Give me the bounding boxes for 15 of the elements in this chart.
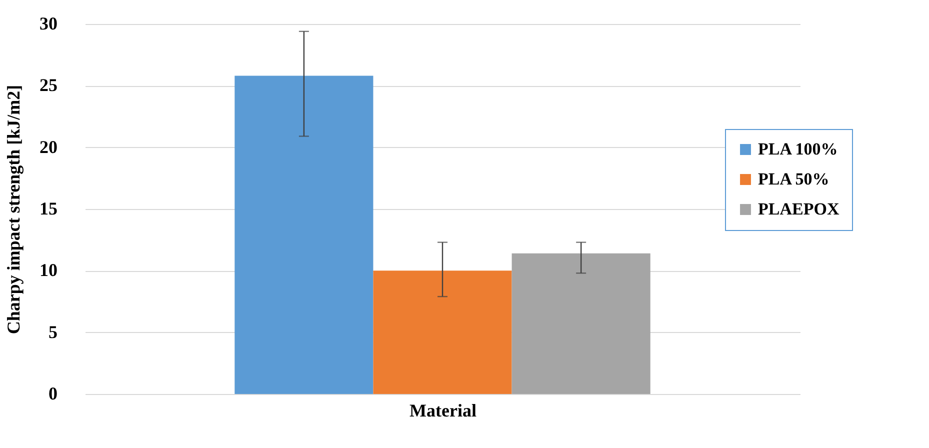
y-tick-label: 25 <box>40 75 58 96</box>
legend-label: PLA 100% <box>758 140 838 158</box>
y-tick-label: 10 <box>40 260 58 280</box>
y-tick-label: 30 <box>40 14 58 34</box>
y-axis-title: Charpy impact strength [kJ/m2] <box>4 84 24 334</box>
y-tick-label: 15 <box>40 198 58 218</box>
y-tick-label: 20 <box>40 136 58 157</box>
y-tick-label: 0 <box>48 384 58 404</box>
bar <box>512 253 650 394</box>
y-tick-label: 5 <box>48 322 58 342</box>
bar <box>234 76 374 394</box>
bar <box>373 270 512 394</box>
legend-label: PLAEPOX <box>758 200 840 218</box>
legend-label: PLA 50% <box>758 170 830 188</box>
x-axis-title: Material <box>410 400 476 420</box>
